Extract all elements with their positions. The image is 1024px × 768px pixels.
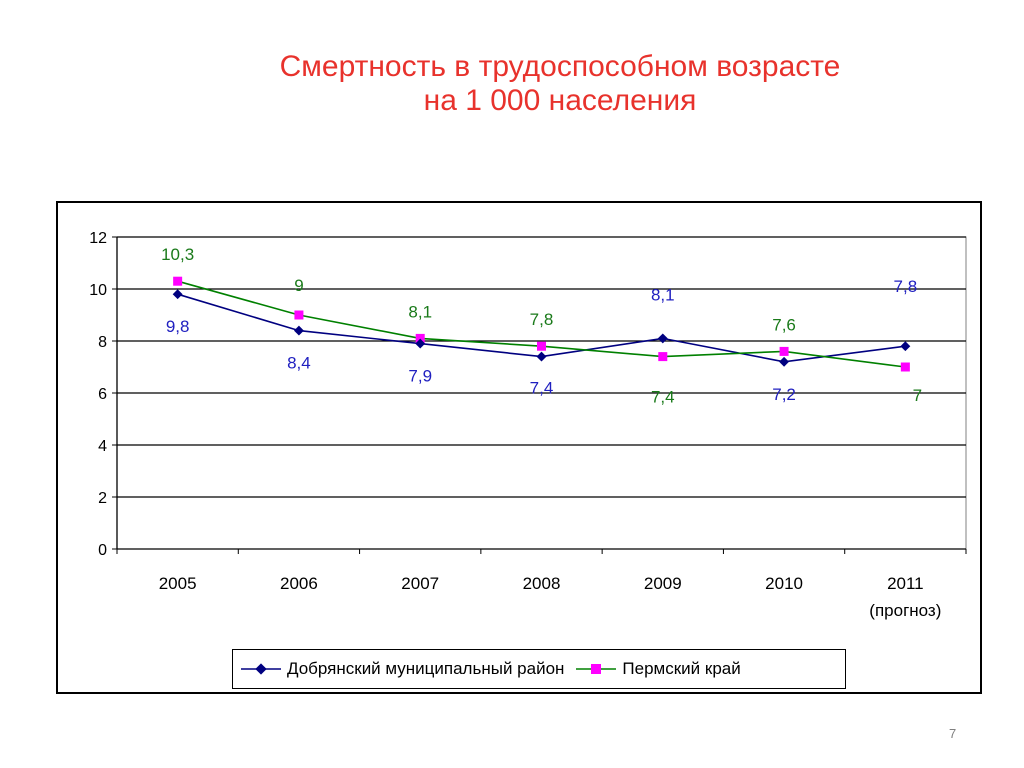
y-tick-label-12: 12 <box>89 230 107 247</box>
point-s1-2011 <box>900 362 910 372</box>
point-s1-2007 <box>415 333 425 343</box>
data-label-s1-2009: 7,4 <box>651 388 675 407</box>
point-s0-2007 <box>415 338 426 349</box>
data-label-s0-2006: 8,4 <box>287 354 311 373</box>
legend-marker-diamond <box>241 663 281 675</box>
data-label-s1-2010: 7,6 <box>772 315 796 334</box>
data-label-s1-2011: 7 <box>913 386 922 405</box>
y-tick-label-8: 8 <box>98 334 107 351</box>
x-tick-sublabel-2011: (прогноз) <box>869 601 941 620</box>
data-label-s0-2005: 9,8 <box>166 317 190 336</box>
legend-label-dobryansky: Добрянский муниципальный район <box>287 659 565 678</box>
x-tick-label-2007: 2007 <box>401 574 439 593</box>
point-s0-2008 <box>536 351 547 362</box>
y-tick-label-10: 10 <box>89 282 107 299</box>
y-tick-label-6: 6 <box>98 386 107 403</box>
data-label-s1-2007: 8,1 <box>408 302 432 321</box>
data-label-s0-2011: 7,8 <box>894 277 918 296</box>
legend-label-perm: Пермский край <box>622 659 741 678</box>
legend-item-dobryansky: Добрянский муниципальный район <box>239 659 564 679</box>
chart-frame <box>56 201 982 694</box>
data-label-s1-2005: 10,3 <box>161 245 194 264</box>
y-tick-label-0: 0 <box>98 542 107 559</box>
y-tick-label-2: 2 <box>98 490 107 507</box>
x-tick-label-2011: 2011 <box>887 574 924 593</box>
title-line-1: Смертность в трудоспособном возрасте <box>279 50 841 83</box>
point-s1-2010 <box>779 346 789 356</box>
point-s1-2005 <box>173 276 183 286</box>
x-tick-label-2010: 2010 <box>765 574 803 593</box>
data-label-s1-2006: 9 <box>294 276 303 295</box>
data-label-s0-2009: 8,1 <box>651 285 675 304</box>
x-tick-label-2005: 2005 <box>159 574 197 593</box>
legend-item-perm: Пермский край <box>574 659 741 679</box>
data-label-s1-2008: 7,8 <box>530 310 554 329</box>
chart-legend: Добрянский муниципальный район Пермский … <box>232 649 846 689</box>
point-s1-2006 <box>294 310 304 320</box>
point-s1-2009 <box>658 352 668 362</box>
data-label-s0-2007: 7,9 <box>408 367 432 386</box>
x-tick-label-2008: 2008 <box>523 574 561 593</box>
legend-marker-square <box>576 664 617 674</box>
data-label-s0-2010: 7,2 <box>772 385 796 404</box>
data-label-s0-2008: 7,4 <box>530 379 554 398</box>
page-number: 7 <box>949 726 957 741</box>
slide-title: Смертность в трудоспособном возрасте на … <box>0 50 1024 118</box>
point-s0-2010 <box>779 356 790 367</box>
point-s0-2009 <box>657 333 668 344</box>
point-s1-2008 <box>537 341 546 351</box>
point-s0-2005 <box>172 289 183 300</box>
y-tick-label-4: 4 <box>98 438 107 455</box>
point-s0-2011 <box>900 341 911 352</box>
point-s0-2006 <box>293 325 304 336</box>
x-tick-label-2009: 2009 <box>644 574 682 593</box>
title-line-2: на 1 000 населения <box>423 84 697 117</box>
x-tick-label-2006: 2006 <box>280 574 318 593</box>
